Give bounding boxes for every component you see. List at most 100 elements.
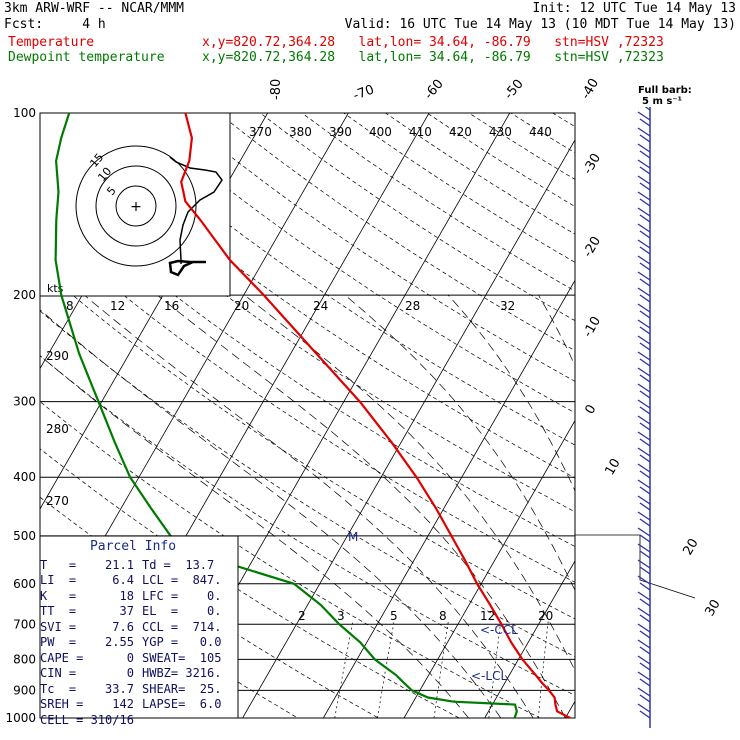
dewpoint-legend: Dewpoint temperature [8,50,165,65]
parcel-value-right: YGP = 0.0 [142,635,222,649]
grid-group [40,113,740,731]
moist-adiabat-line [244,294,575,672]
moist-adiabat-line [538,294,575,367]
theta-label: 270 [46,494,69,508]
temperature-label: -80 [269,79,284,100]
temperature-legend: Temperature [8,35,95,50]
wind-barb-flag [639,262,651,271]
dry-adiabat-line [176,113,575,382]
init-time: Init: 12 UTC Tue 14 May 13 [532,1,737,16]
mixing-ratio-label: 8 [439,609,447,623]
parcel-value-left: CIN = 0 [40,666,134,680]
temperature-label: -50 [502,77,527,103]
outer-frame-edge [575,534,696,599]
wind-barb-flag [637,367,651,377]
full-barb-bg [636,83,698,107]
parcel-value-right: LFC = 0. [142,588,222,603]
parcel-row: T = 21.1 Td = 13.7 [40,558,238,574]
mixing-ratio-label: 5 [390,609,398,623]
mixing-ratio-label: 3 [337,609,345,623]
temperature-label: 10 [602,456,623,478]
wind-barb-flag [637,479,651,489]
wind-barb-flag [639,470,651,479]
wind-barb-flag [639,662,651,671]
isotherm-line [403,419,575,718]
dry-adiabat-line [636,113,740,731]
wind-barb-flag [637,687,651,697]
wind-barb-flag [639,294,651,303]
wind-barb-flag [639,534,651,543]
dry-adiabat-line [40,182,575,547]
isotherm-line [646,113,740,718]
parcel-row: CIN = 0 HWBZ= 3216. [40,666,238,682]
forecast-hour: Fcst: 4 h [4,17,106,32]
moist-adiabat-line [40,309,502,718]
dry-adiabat-line [343,113,575,263]
moist-adiabat-line [84,294,534,718]
moist-adiabat-label: 28 [405,299,420,313]
parcel-row: SVI = 7.6 CCL = 714. [40,620,238,636]
parcel-box-frame [39,535,239,719]
theta-label: 280 [46,422,69,436]
wind-barb-flag [637,207,651,217]
hodograph: + [39,112,231,297]
dry-adiabat-line [40,266,575,620]
dry-adiabat-line [385,113,575,235]
plot-frame [39,112,576,719]
wind-barb-flag [639,166,651,175]
wind-barb-flag [637,511,651,521]
parcel-value-left: SVI = 7.6 [40,619,134,634]
wind-barb-flag [639,630,651,639]
wind-barb-flag [639,566,651,575]
wind-barb-flag [637,623,651,633]
temperature-label: 30 [702,597,723,619]
theta-label: 290 [46,349,69,363]
theta-label: 390 [329,125,352,139]
parcel-value-right: HWBZ= 3216. [142,666,222,680]
wind-barb-flag [637,239,651,249]
parcel-value-right: LCL = 847. [142,573,222,587]
wind-barb-flag [637,671,651,681]
wind-barb-flag [637,303,651,313]
theta-label: 420 [449,125,472,139]
moist-adiabat-label: 24 [313,299,328,313]
dry-adiabat-line [427,113,575,207]
moist-adiabat-label: 12 [110,299,125,313]
wind-barb-flag [639,406,651,415]
theta-label: 400 [369,125,392,139]
wind-barb-flag [639,694,651,703]
wind-barb-flag [639,678,651,687]
moist-adiabat-line [447,294,575,492]
wind-barb-flag [639,198,651,207]
outer-isotherms [575,534,696,599]
wind-barb-flag [639,358,651,367]
parcel-row: Tc = 33.7 SHEAR= 25. [40,682,238,698]
wind-barb-flag [639,118,651,127]
parcel-row: K = 18 LFC = 0. [40,589,238,605]
mid-level-marker: M [348,530,358,544]
temperature-label: -20 [580,234,604,260]
theta-label: 440 [529,125,552,139]
dry-adiabat-line [40,546,299,718]
wind-barb-flag [637,591,651,601]
mixing-ratio-label: 12 [480,609,495,623]
wind-barb-flag [639,374,651,383]
wind-barb-flag [637,399,651,409]
parcel-row: PW = 2.55 YGP = 0.0 [40,635,238,651]
parcel-row: CAPE = 0 SWEAT= 105 [40,651,238,667]
wind-barb-flag [639,278,651,287]
theta-label: 380 [289,125,312,139]
wind-barb-flag [639,614,651,623]
parcel-info-box: Parcel Info T = 21.1 Td = 13.7 LI = 6.4 LCL… [40,539,238,729]
hodograph-low-level-trace [168,259,206,277]
wind-barb-flag [637,223,651,233]
wind-barb-flag [637,319,651,329]
wind-barb-flag [637,495,651,505]
hodograph-ring [115,185,157,227]
wind-barb-flag [639,518,651,527]
hodograph-ring [95,165,177,247]
wind-barb-flag [637,351,651,361]
wind-barb-flag [637,175,651,185]
parcel-info-title: Parcel Info [89,539,177,554]
isotherm-line [727,113,740,718]
